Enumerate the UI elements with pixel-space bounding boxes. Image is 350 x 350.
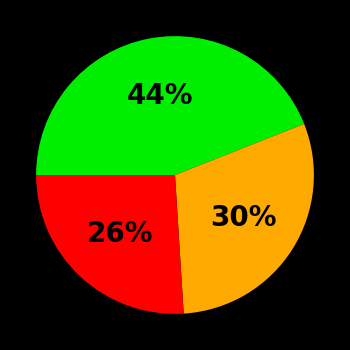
Text: 44%: 44% xyxy=(127,82,193,110)
Text: 30%: 30% xyxy=(210,204,276,232)
Text: 26%: 26% xyxy=(86,220,153,248)
Wedge shape xyxy=(36,175,184,314)
Wedge shape xyxy=(36,36,304,175)
Wedge shape xyxy=(175,124,314,314)
